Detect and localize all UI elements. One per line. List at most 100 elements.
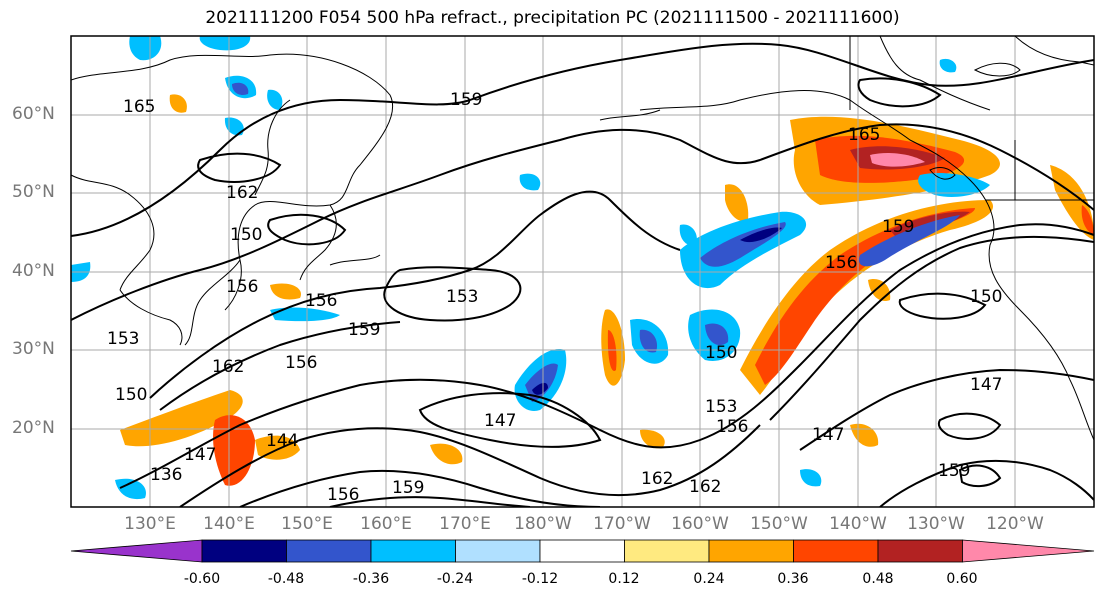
contour-label: 159 bbox=[348, 320, 380, 340]
lon-label: 150°W bbox=[750, 514, 808, 534]
coastlines bbox=[71, 36, 1094, 441]
lon-label: 170°W bbox=[593, 514, 651, 534]
precip-negative-area bbox=[270, 307, 340, 322]
colorbar-tick-label: -0.48 bbox=[267, 571, 305, 587]
contour-label: 147 bbox=[812, 425, 844, 445]
lon-label: 150°E bbox=[281, 514, 333, 534]
colorbar-tick-label: 0.36 bbox=[777, 571, 809, 587]
colorbar-segment bbox=[624, 539, 710, 563]
plot-area: 165 159 162 150 156 156 153 159 153 150 … bbox=[71, 36, 1094, 507]
contour-label: 156 bbox=[327, 485, 359, 505]
contour-label: 153 bbox=[705, 397, 737, 417]
precip-negative-area bbox=[532, 382, 548, 395]
contour-label: 159 bbox=[392, 478, 424, 498]
precip-positive-area bbox=[850, 423, 879, 447]
contour-label: 147 bbox=[484, 411, 516, 431]
contour-label: 159 bbox=[938, 461, 970, 481]
precip-negative-area bbox=[800, 469, 822, 487]
contour-label: 150 bbox=[230, 225, 262, 245]
colorbar-tick-label: -0.12 bbox=[521, 571, 559, 587]
contour-label: 153 bbox=[446, 287, 478, 307]
lon-label: 160°E bbox=[360, 514, 412, 534]
precip-positive-area bbox=[1081, 205, 1094, 235]
map-title: 2021111200 F054 500 hPa refract., precip… bbox=[205, 8, 900, 28]
colorbar bbox=[70, 539, 1095, 563]
colorbar-segment bbox=[70, 539, 203, 563]
precip-positive-area bbox=[430, 443, 463, 465]
contour-label: 162 bbox=[641, 469, 673, 489]
precip-positive-area bbox=[270, 283, 301, 300]
contour-label: 156 bbox=[226, 277, 258, 297]
precip-negative-area bbox=[232, 82, 249, 95]
contour-label: 153 bbox=[107, 329, 139, 349]
lat-label: 30°N bbox=[12, 339, 55, 359]
contour-label: 159 bbox=[450, 90, 482, 110]
colorbar-segment bbox=[793, 539, 879, 563]
lat-label: 20°N bbox=[12, 418, 55, 438]
colorbar-segment bbox=[539, 539, 625, 563]
contour-label: 150 bbox=[115, 385, 147, 405]
colorbar-tick-label: -0.24 bbox=[436, 571, 474, 587]
precip-negative-area bbox=[525, 363, 558, 402]
colorbar-segment bbox=[370, 539, 456, 563]
colorbar-tick-label: -0.36 bbox=[352, 571, 390, 587]
map-frame bbox=[70, 35, 1095, 508]
precip-positive-area bbox=[725, 184, 749, 222]
precip-positive-area bbox=[755, 208, 975, 385]
contour-label: 162 bbox=[226, 183, 258, 203]
contour-label: 144 bbox=[266, 431, 298, 451]
colorbar-tick-label: -0.60 bbox=[183, 571, 221, 587]
contour-label: 150 bbox=[970, 287, 1002, 307]
precip-negative-area bbox=[705, 323, 729, 346]
colorbar-segment bbox=[962, 539, 1095, 563]
contour-label: 156 bbox=[716, 417, 748, 437]
contour-label: 147 bbox=[970, 375, 1002, 395]
precip-negative-area bbox=[224, 117, 244, 136]
lon-label: 140°E bbox=[203, 514, 255, 534]
precip-negative-area bbox=[199, 36, 251, 51]
precip-positive-area bbox=[640, 429, 665, 449]
precip-negative-area bbox=[267, 89, 283, 110]
precip-negative-area bbox=[519, 173, 541, 191]
precip-negative-area bbox=[639, 329, 658, 353]
contour-label: 159 bbox=[882, 217, 914, 237]
colorbar-tick-label: 0.12 bbox=[608, 571, 640, 587]
lon-label: 120°W bbox=[986, 514, 1044, 534]
lon-label: 140°W bbox=[829, 514, 887, 534]
colorbar-tick-label: 0.24 bbox=[693, 571, 725, 587]
precip-positive-area bbox=[870, 152, 925, 167]
colorbar-segment bbox=[286, 539, 372, 563]
lon-label: 130°E bbox=[124, 514, 176, 534]
precip-positive-area bbox=[1050, 165, 1094, 240]
precip-negative-area bbox=[115, 478, 146, 500]
contour-label: 150 bbox=[705, 343, 737, 363]
colorbar-segment bbox=[201, 539, 287, 563]
contour-label: 156 bbox=[305, 291, 337, 311]
precip-negative-area bbox=[939, 58, 957, 73]
contour-label: 156 bbox=[285, 353, 317, 373]
contour-label: 165 bbox=[123, 97, 155, 117]
colorbar-segment bbox=[877, 539, 963, 563]
contour-label: 147 bbox=[184, 445, 216, 465]
contour-label: 156 bbox=[825, 253, 857, 273]
colorbar-segment bbox=[455, 539, 541, 563]
precip-negative-area bbox=[740, 227, 782, 243]
lon-label: 130°W bbox=[907, 514, 965, 534]
colorbar-tick-label: 0.48 bbox=[862, 571, 894, 587]
contour-label: 136 bbox=[150, 465, 182, 485]
contour-label: 165 bbox=[848, 125, 880, 145]
height-contours bbox=[71, 42, 1094, 507]
precip-positive-area bbox=[213, 415, 255, 486]
precip-negative-area bbox=[858, 215, 960, 267]
contour-labels: 165 159 162 150 156 156 153 159 153 150 … bbox=[107, 90, 1002, 505]
precip-negative-area bbox=[679, 224, 697, 246]
colorbar-segment bbox=[708, 539, 794, 563]
lon-label: 170°E bbox=[439, 514, 491, 534]
precip-positive-area bbox=[868, 279, 891, 302]
lon-label: 180°W bbox=[514, 514, 572, 534]
contour-label: 162 bbox=[689, 477, 721, 497]
precip-positive-area bbox=[255, 435, 300, 460]
lon-label: 160°W bbox=[671, 514, 729, 534]
precip-negative-area bbox=[129, 36, 162, 61]
